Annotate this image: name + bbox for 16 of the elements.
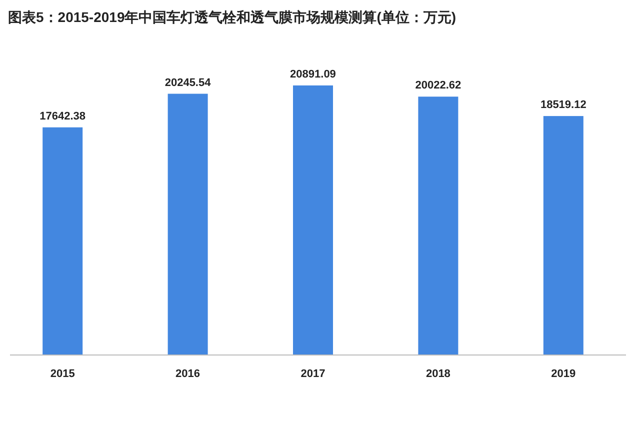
data-label: 20022.62 xyxy=(415,80,462,92)
data-label: 20891.09 xyxy=(290,68,336,80)
x-tick-label: 2016 xyxy=(176,368,200,380)
data-label: 17642.38 xyxy=(40,110,86,122)
x-tick-label: 2018 xyxy=(426,368,450,380)
data-label: 18519.12 xyxy=(540,99,586,112)
bar xyxy=(42,127,83,355)
x-tick-label: 2019 xyxy=(551,368,576,380)
bar xyxy=(418,96,458,355)
x-tick-label: 2015 xyxy=(50,368,75,380)
x-tick-label: 2017 xyxy=(300,368,326,380)
bar xyxy=(293,85,333,355)
data-label: 20245.54 xyxy=(164,76,212,89)
chart-title: 图表5：2015-2019年中国车灯透气栓和透气膜市场规模测算(单位：万元) xyxy=(8,9,456,25)
bar xyxy=(168,94,208,355)
bar xyxy=(543,116,584,355)
